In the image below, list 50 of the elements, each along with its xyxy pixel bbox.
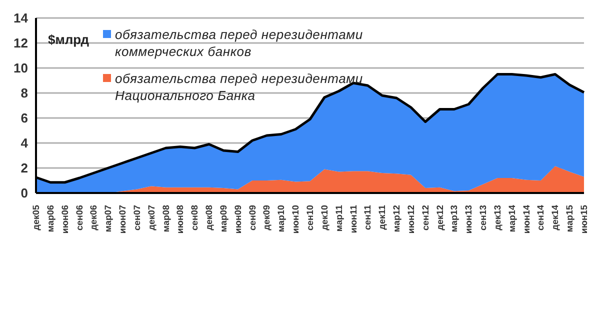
x-tick-label: июн14 (521, 205, 532, 234)
x-tick-label: июн06 (60, 205, 70, 234)
y-tick-label: 6 (20, 110, 28, 126)
x-tick-label: июн11 (348, 205, 358, 234)
x-tick-label: мар14 (506, 205, 517, 232)
x-tick-label: мар15 (564, 205, 575, 232)
x-tick-label: сен08 (190, 205, 200, 230)
x-tick-label: сен07 (132, 205, 142, 230)
x-tick-label: июн15 (579, 205, 589, 234)
x-tick-label: сен06 (74, 205, 84, 230)
x-tick-label: сен10 (305, 205, 315, 230)
x-tick-label: дек10 (319, 205, 330, 230)
y-tick-label: 12 (14, 36, 28, 51)
y-tick-label: 10 (14, 60, 28, 76)
x-tick-label: мар12 (392, 205, 402, 232)
x-tick-label: мар06 (45, 205, 56, 232)
y-tick-label: 0 (20, 186, 28, 201)
x-tick-label: дек07 (146, 205, 156, 230)
x-tick-label: июн07 (118, 205, 128, 234)
x-tick-label: сен09 (247, 205, 258, 230)
x-tick-label: мар10 (276, 205, 286, 232)
y-tick-label: 2 (20, 160, 28, 176)
x-tick-label: июн10 (290, 205, 301, 234)
x-tick-label: дек12 (434, 205, 445, 230)
y-axis-title: $млрд (48, 32, 89, 47)
x-tick-label: дек09 (262, 205, 272, 230)
x-tick-label: дек11 (377, 205, 388, 230)
x-tick-label: мар11 (334, 205, 344, 232)
x-tick-label: мар08 (160, 205, 171, 232)
x-tick-label: сен12 (420, 205, 430, 230)
x-tick-label: сен14 (536, 205, 546, 230)
x-tick-label: июн13 (464, 205, 474, 234)
x-tick-label: дек14 (550, 205, 560, 230)
x-tick-label: дек05 (31, 205, 41, 230)
x-tick-label: мар13 (449, 205, 460, 232)
x-tick-label: мар07 (103, 205, 114, 232)
x-tick-label: июн12 (406, 205, 416, 234)
x-tick-label: дек08 (204, 205, 214, 230)
x-tick-label: сен13 (478, 205, 488, 230)
legend-label: обязательства перед нерезидентами коммерческих банков (115, 26, 364, 60)
x-tick-label: июн08 (175, 205, 186, 234)
y-tick-label: 8 (20, 86, 28, 101)
y-tick-label: 4 (20, 136, 29, 151)
x-tick-label: июн09 (232, 205, 243, 234)
legend-label: обязательства перед нерезидентами Национального Банка (115, 70, 364, 104)
x-tick-label: дек06 (88, 205, 99, 230)
x-tick-label: дек13 (492, 205, 502, 230)
x-tick-label: сен11 (362, 205, 373, 230)
y-tick-label: 14 (14, 10, 29, 26)
x-tick-label: мар09 (218, 205, 228, 232)
